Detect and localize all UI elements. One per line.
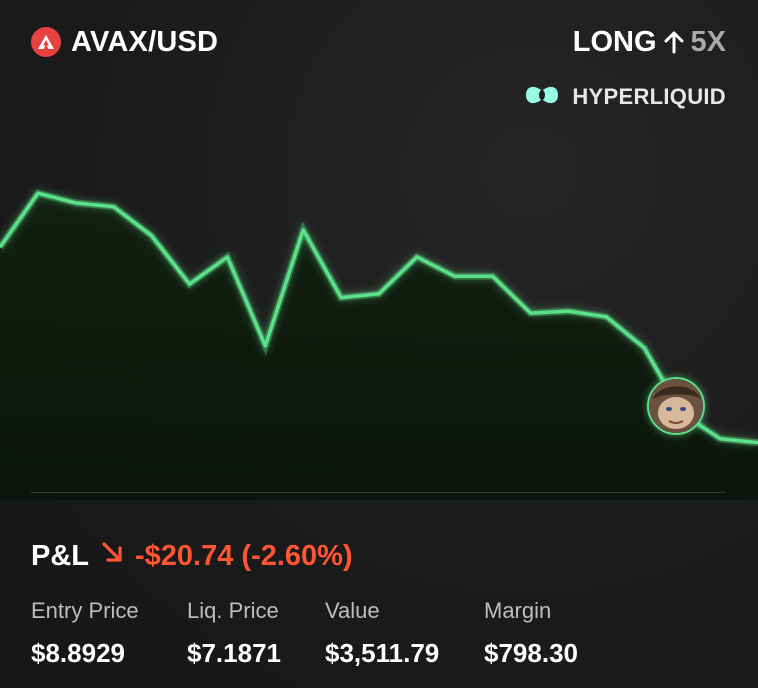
stat-label: Liq. Price (187, 598, 279, 623)
divider (31, 492, 726, 493)
stat-value-usd: Value $3,511.79 (325, 596, 439, 669)
pnl-row: P&L -$20.74 (-2.60%) (31, 536, 353, 576)
direction-label: LONG (572, 25, 657, 58)
pair-name: AVAX/USD (71, 25, 219, 58)
stat-value: $3,511.79 (325, 638, 440, 668)
chart-area (0, 193, 758, 500)
stat-label: Entry Price (31, 598, 139, 623)
stat-value: $798.30 (484, 638, 578, 668)
exchange-badge: HYPERLIQUID (522, 80, 726, 114)
avax-logo-icon (31, 27, 61, 57)
position-info: LONG 5X (573, 22, 726, 62)
arrow-down-right-icon (99, 539, 125, 573)
stat-liq-price: Liq. Price $7.1871 (187, 596, 281, 669)
hyperliquid-logo-icon (522, 82, 562, 113)
stat-label: Margin (484, 598, 552, 623)
arrow-up-icon (663, 30, 685, 54)
pair-header: AVAX/USD (31, 22, 218, 62)
stat-entry-price: Entry Price $8.8929 (31, 596, 139, 669)
stat-margin: Margin $798.30 (484, 596, 578, 669)
pnl-label: P&L (31, 539, 89, 572)
chart-series-line (0, 191, 758, 445)
stat-value: $7.1871 (187, 638, 281, 668)
pnl-value: -$20.74 (-2.60%) (135, 539, 353, 572)
leverage-label: 5X (690, 25, 726, 58)
stat-value: $8.8929 (31, 638, 125, 668)
price-chart (0, 189, 758, 500)
stat-label: Value (325, 598, 380, 623)
exchange-name: HYPERLIQUID (572, 84, 726, 109)
avatar (647, 377, 705, 435)
chart-line (0, 189, 758, 447)
